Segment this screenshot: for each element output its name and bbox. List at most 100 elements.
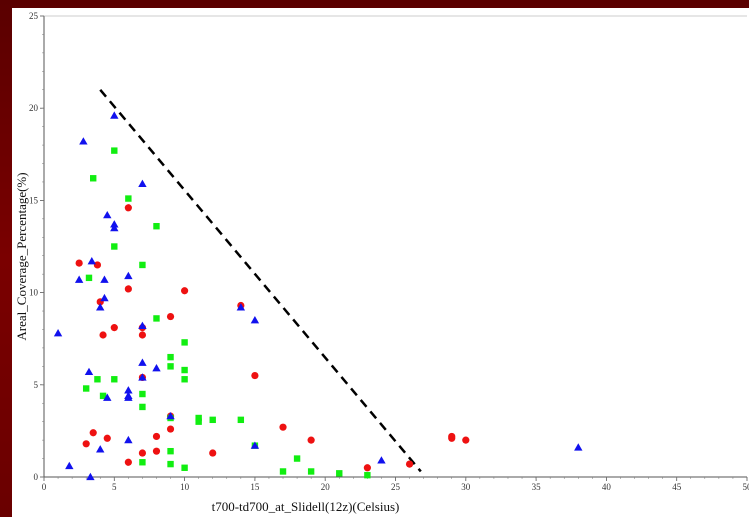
blue-triangle-point: [124, 435, 133, 444]
red-circle-point: [166, 425, 175, 433]
x-tick-label: 10: [180, 482, 190, 492]
blue-triangle-point: [87, 257, 97, 265]
y-tick-label: 20: [29, 103, 39, 113]
blue-triangle-point: [138, 358, 147, 366]
green-square-point: [85, 274, 93, 282]
blue-triangle-point: [103, 393, 112, 401]
blue-triangle-point: [110, 111, 119, 119]
red-circle-point: [124, 204, 132, 212]
green-square-point: [195, 414, 202, 422]
blue-triangle-point: [96, 445, 105, 453]
y-tick-label: 15: [29, 195, 39, 205]
red-circle-point: [138, 449, 147, 457]
green-square-point: [111, 376, 118, 383]
x-tick-label: 0: [42, 482, 47, 492]
red-circle-point: [138, 331, 147, 339]
red-circle-point: [103, 434, 111, 442]
green-square-point: [336, 470, 343, 477]
blue-triangle-point: [124, 271, 133, 280]
blue-triangle-point: [86, 472, 95, 481]
green-square-point: [307, 468, 315, 475]
green-square-point: [181, 339, 188, 346]
green-square-point: [167, 447, 174, 455]
green-square-point: [139, 261, 146, 269]
green-square-point: [237, 416, 245, 424]
green-square-point: [153, 223, 160, 230]
green-square-point: [111, 147, 118, 154]
blue-triangle-point: [79, 137, 88, 145]
x-tick-label: 20: [321, 482, 331, 492]
red-circle-point: [99, 331, 107, 339]
blue-triangle-point: [53, 328, 63, 337]
red-circle-point: [462, 436, 470, 444]
red-circle-point: [279, 423, 287, 431]
blue-triangle-point: [110, 220, 119, 228]
green-square-point: [279, 468, 287, 475]
blue-triangle-point: [166, 411, 175, 420]
green-square-point: [82, 385, 90, 392]
blue-triangle-point: [574, 443, 583, 451]
blue-triangle-point: [138, 179, 147, 187]
red-circle-point: [152, 447, 161, 455]
green-square-point: [293, 455, 301, 462]
green-square-point: [153, 315, 160, 322]
blue-triangle-point: [250, 441, 260, 449]
green-square-point: [139, 459, 146, 466]
x-tick-label: 35: [532, 482, 542, 492]
blue-triangle-point: [138, 321, 147, 329]
blue-triangle-point: [377, 456, 386, 464]
green-square-point: [125, 195, 132, 202]
blue-triangle-point: [100, 275, 109, 283]
red-circle-point: [124, 458, 132, 466]
red-circle-point: [93, 261, 102, 269]
blue-triangle-point: [152, 364, 161, 372]
green-square-point: [90, 175, 97, 182]
red-circle-point: [82, 440, 90, 448]
green-square-point: [181, 376, 188, 383]
red-circle-point: [124, 285, 132, 293]
x-tick-label: 45: [672, 482, 682, 492]
green-square-point: [181, 366, 188, 374]
blue-triangle-point: [74, 275, 84, 283]
blue-triangle-point: [124, 386, 133, 394]
green-square-point: [167, 363, 174, 370]
green-square-point: [364, 471, 371, 479]
blue-triangle-point: [124, 393, 133, 401]
green-square-point: [181, 464, 188, 471]
x-tick-label: 40: [602, 482, 612, 492]
x-tick-label: 25: [391, 482, 401, 492]
green-square-point: [167, 460, 174, 468]
red-circle-point: [110, 324, 118, 332]
red-circle-point: [448, 432, 456, 441]
scatter-chart: 0 5 10 15 20 25 30 35 40 45 50 0 5 10 15 20 25 t700-td70…: [14, 11, 749, 514]
red-circle-point: [307, 436, 315, 444]
axes: [40, 15, 748, 481]
red-circle-point: [181, 287, 189, 295]
green-square-point: [94, 376, 101, 383]
green-square-point: [139, 403, 146, 411]
blue-triangle-point: [138, 373, 147, 381]
green-square-point: [195, 418, 202, 425]
red-circle-point: [75, 259, 83, 267]
x-tick-label: 30: [461, 482, 471, 492]
red-circle-point: [152, 432, 161, 441]
green-square-point: [139, 390, 146, 398]
blue-triangle-point: [96, 303, 105, 311]
blue-triangle-point: [65, 461, 74, 470]
y-tick-label: 10: [29, 288, 39, 298]
blue-triangle-point: [110, 223, 119, 232]
green-square-point: [209, 416, 216, 424]
red-circle-point: [363, 464, 371, 472]
x-tick-label: 5: [112, 482, 117, 492]
y-tick-label: 5: [34, 380, 39, 390]
red-circle-point: [251, 371, 259, 380]
x-tick-label: 50: [743, 482, 749, 492]
data-points: [53, 111, 583, 481]
blue-triangle-point: [236, 303, 246, 311]
blue-triangle-point: [100, 293, 109, 302]
green-square-point: [167, 353, 174, 361]
blue-triangle-point: [250, 316, 260, 324]
red-circle-point: [166, 312, 175, 321]
red-circle-point: [209, 449, 217, 457]
y-tick-label: 25: [29, 11, 39, 21]
